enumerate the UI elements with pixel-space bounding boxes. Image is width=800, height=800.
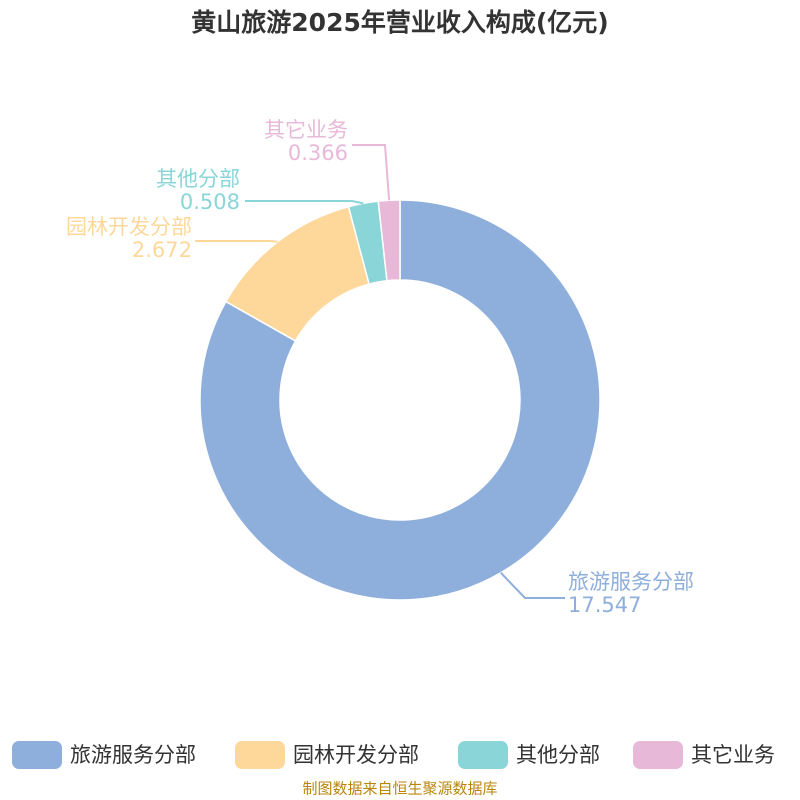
legend-label: 园林开发分部: [293, 743, 419, 767]
legend-label: 其他分部: [516, 743, 600, 767]
source-note: 制图数据来自恒生聚源数据库: [302, 780, 497, 798]
chart-title: 黄山旅游2025年营业收入构成(亿元): [191, 8, 608, 37]
leader-line: [195, 240, 278, 243]
legend-swatch: [633, 741, 683, 769]
slice-value: 17.547: [568, 593, 641, 617]
legend-label: 其它业务: [691, 743, 775, 767]
donut-slice: [377, 199, 401, 282]
donut-slice: [199, 199, 601, 601]
leader-line: [500, 572, 565, 599]
legend-swatch: [458, 741, 508, 769]
slice-label: 园林开发分部: [66, 215, 192, 239]
leader-line: [352, 144, 391, 201]
slice-label: 其它业务: [264, 118, 348, 142]
slice-value: 0.366: [288, 141, 348, 165]
legend-swatch: [12, 741, 62, 769]
slice-label: 其他分部: [156, 167, 240, 191]
leader-line: [245, 200, 364, 205]
slice-value: 0.508: [180, 190, 240, 214]
legend-label: 旅游服务分部: [70, 743, 196, 767]
legend-swatch: [235, 741, 285, 769]
slice-value: 2.672: [132, 238, 192, 262]
slice-label: 旅游服务分部: [568, 570, 694, 594]
